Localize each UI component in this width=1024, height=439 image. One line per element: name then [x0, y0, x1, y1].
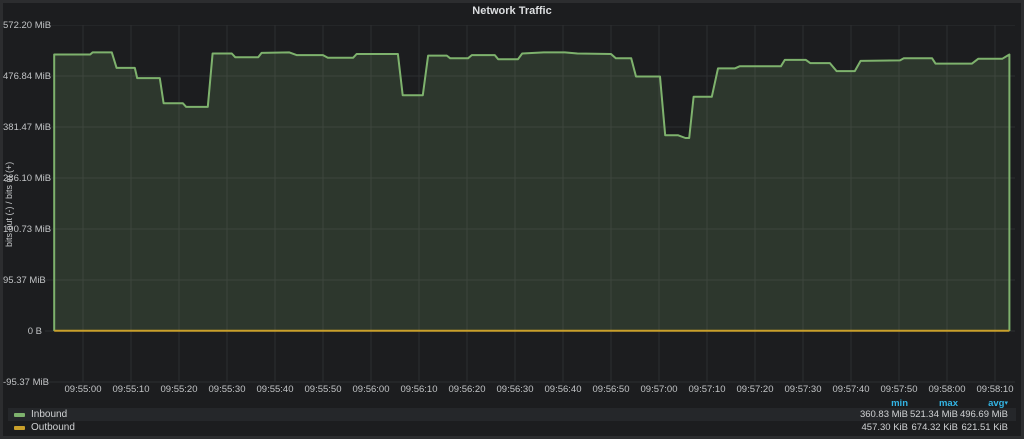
x-tick-label: 09:57:10	[688, 384, 726, 395]
series-color-swatch-icon[interactable]	[14, 425, 25, 430]
inbound-line	[53, 51, 1011, 331]
series-toggle-outbound[interactable]: Outbound	[31, 422, 75, 433]
x-tick-label: 09:57:20	[736, 384, 774, 395]
series-toggle-inbound[interactable]: Inbound	[31, 409, 68, 420]
legend-row-inbound: Inbound 360.83 MiB 521.34 MiB 496.69 MiB	[8, 408, 1016, 421]
outbound-avg-value: 621.51 KiB	[961, 422, 1008, 433]
x-tick-label: 09:57:00	[640, 384, 678, 395]
y-tick-label: 95.37 MiB	[3, 275, 46, 286]
panel-title[interactable]: Network Traffic	[472, 5, 552, 17]
legend-row-outbound: Outbound 457.30 KiB 674.32 KiB 621.51 KiB	[8, 421, 1016, 434]
inbound-area	[54, 52, 1010, 332]
x-tick-label: 09:57:40	[832, 384, 870, 395]
x-tick-label: 09:57:50	[880, 384, 918, 395]
x-tick-label: 09:56:20	[448, 384, 486, 395]
inbound-max-value: 521.34 MiB	[909, 409, 958, 420]
x-tick-label: 09:55:10	[112, 384, 150, 395]
legend-sort-header-max[interactable]: max	[938, 397, 958, 409]
network-traffic-panel: Network Traffic bits out (-) / bits in (…	[3, 3, 1021, 436]
x-tick-label: 09:55:40	[256, 384, 294, 395]
outbound-min-value: 457.30 KiB	[861, 422, 908, 433]
y-tick-label: 572.20 MiB	[3, 20, 52, 31]
x-tick-label: 09:56:50	[592, 384, 630, 395]
legend-sort-header-avg[interactable]: avg▾	[988, 397, 1008, 409]
x-tick-label: 09:55:50	[304, 384, 342, 395]
x-tick-label: 09:58:10	[976, 384, 1014, 395]
y-tick-label: -95.37 MiB	[3, 377, 49, 388]
x-tick-label: 09:55:20	[160, 384, 198, 395]
y-tick-label: 0 B	[27, 326, 42, 337]
gridlines	[45, 25, 1015, 383]
y-tick-label: 190.73 MiB	[3, 224, 52, 235]
x-tick-label: 09:58:00	[928, 384, 966, 395]
y-axis-labels: 572.20 MiB 476.84 MiB 381.47 MiB 286.10 MiB…	[3, 3, 52, 403]
x-tick-label: 09:55:00	[64, 384, 102, 395]
inbound-avg-value: 496.69 MiB	[959, 409, 1008, 420]
legend-sort-header-min[interactable]: min	[891, 397, 908, 409]
outbound-max-value: 674.32 KiB	[911, 422, 958, 433]
legend: min max avg▾ Inbound 360.83 MiB 521.34 MiB 49…	[8, 398, 1016, 434]
y-tick-label: 476.84 MiB	[3, 71, 52, 82]
x-tick-label: 09:57:30	[784, 384, 822, 395]
y-tick-label: 381.47 MiB	[3, 122, 52, 133]
x-tick-label: 09:56:40	[544, 384, 582, 395]
x-tick-label: 09:55:30	[208, 384, 246, 395]
graph-canvas[interactable]	[45, 25, 1015, 383]
inbound-min-value: 360.83 MiB	[859, 409, 908, 420]
series-color-swatch-icon[interactable]	[14, 412, 25, 417]
x-tick-label: 09:56:30	[496, 384, 534, 395]
y-tick-label: 286.10 MiB	[3, 173, 52, 184]
sort-caret-icon: ▾	[1004, 399, 1008, 407]
x-tick-label: 09:56:00	[352, 384, 390, 395]
legend-header-row: min max avg▾	[8, 397, 1016, 409]
x-tick-label: 09:56:10	[400, 384, 438, 395]
